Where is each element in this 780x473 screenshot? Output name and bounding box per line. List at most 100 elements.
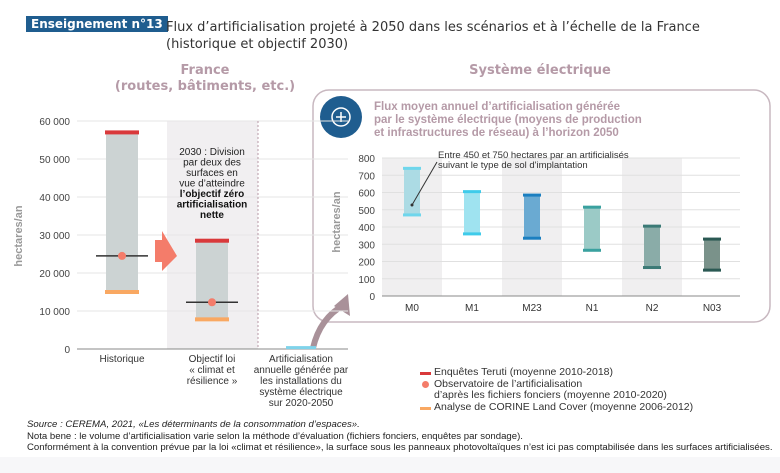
y-tick-label: 0 (369, 292, 375, 303)
legend-item-observatoire-cont: d’après les fichiers fonciers (moyenne 2… (420, 389, 693, 402)
x-tick-label: système électrique (259, 387, 343, 398)
range-cap-high (703, 237, 721, 241)
range-cap-low (703, 268, 721, 272)
figure-badge: Enseignement n°13 (26, 16, 168, 32)
convention-note: Conformément à la convention prévue par … (27, 442, 773, 453)
annotation-text: Entre 450 et 750 hectares par an artific… (438, 150, 629, 161)
annotation-pointer (411, 161, 438, 206)
plus-circle-icon (320, 96, 362, 138)
title-line: (historique et objectif 2030) (166, 37, 349, 52)
legend-label: Observatoire de l’artificialisation (434, 377, 583, 390)
annotation-dot (410, 203, 414, 207)
legend-label: Analyse de CORINE Land Cover (moyenne 20… (434, 400, 694, 413)
observatoire-dot (118, 251, 126, 260)
range-bar (196, 240, 228, 320)
y-axis-label: hectares/an (331, 191, 343, 252)
x-tick-label: M23 (522, 303, 542, 314)
x-tick-label: Historique (99, 354, 144, 365)
legend: Enquêtes Teruti (moyenne 2010-2018) Obse… (420, 366, 694, 414)
source-note: Source : CEREMA, 2021, «Les déterminants… (27, 419, 360, 430)
range-cap-high (643, 224, 661, 228)
y-tick-label: 500 (358, 206, 375, 217)
panel-title-line: et infrastructures de réseau) à l’horizo… (374, 127, 619, 139)
x-tick-label: M0 (405, 303, 419, 314)
y-tick-label: 100 (358, 275, 375, 286)
annotation-text: par deux des (183, 158, 241, 169)
x-tick-label: Artificialisation (269, 354, 333, 365)
range-bar (106, 132, 138, 292)
annotation-text: surfaces en (186, 168, 238, 179)
x-tick-label: sur 2020-2050 (269, 398, 334, 409)
legend-line-light-orange (420, 406, 431, 410)
x-tick-label: N2 (646, 303, 659, 314)
x-tick-label: N1 (586, 303, 599, 314)
range-cap-low (463, 232, 481, 236)
panel-title-line: par le système électrique (moyens de pro… (374, 114, 642, 126)
x-tick-label: annuelle générée par (254, 365, 349, 376)
footer: Source : CEREMA, 2021, «Les déterminants… (27, 419, 773, 454)
y-tick-label: 50 000 (39, 155, 70, 166)
y-axis-label: hectares/an (13, 205, 25, 266)
x-tick-label: résilience » (187, 376, 238, 387)
teruti-cap (105, 130, 139, 135)
panel-title: Flux moyen annuel d’artificialisation gé… (374, 101, 642, 139)
y-tick-label: 30 000 (39, 231, 70, 242)
teruti-cap (195, 238, 229, 243)
right-arrow-icon (155, 231, 177, 271)
section-title: France (180, 63, 230, 78)
nota-bene: Nota bene : le volume d’artificialisatio… (27, 430, 523, 442)
range-cap-low (583, 248, 601, 252)
legend-item-corine: Analyse de CORINE Land Cover (moyenne 20… (420, 400, 694, 414)
title-line: Flux d’artificialisation projeté à 2050 … (166, 20, 700, 35)
corine-cap (105, 290, 139, 294)
annotation-text: suivant le type de sol d'implantation (438, 160, 588, 171)
range-bar (644, 226, 660, 268)
legend-dot-orange (422, 380, 429, 388)
range-cap-low (643, 266, 661, 270)
range-cap-high (403, 166, 421, 170)
annotation-text-bold: nette (200, 210, 224, 221)
range-bar (704, 239, 720, 271)
legend-label: d’après les fichiers fonciers (moyenne 2… (434, 389, 667, 401)
range-cap-high (463, 190, 481, 194)
y-tick-label: 300 (358, 240, 375, 251)
panel-title-line: Flux moyen annuel d’artificialisation gé… (374, 101, 620, 113)
annotation-text-bold: artificialisation (177, 200, 248, 211)
section-electric: Système électrique (469, 63, 611, 78)
y-tick-label: 200 (358, 258, 375, 269)
annotation-text-bold: l’objectif zéro (180, 189, 244, 200)
y-tick-label: 10 000 (39, 307, 70, 318)
x-tick-label: Objectif loi (189, 354, 236, 365)
y-tick-label: 0 (64, 345, 70, 356)
section-france: France (routes, bâtiments, etc.) (95, 63, 315, 95)
electric-bar (286, 346, 316, 350)
range-cap-low (403, 213, 421, 217)
range-bar (404, 168, 420, 215)
y-tick-label: 600 (358, 189, 375, 200)
y-tick-label: 40 000 (39, 193, 70, 204)
range-cap-high (583, 205, 601, 209)
annotation-text: 2030 : Division (179, 147, 245, 158)
x-tick-label: M1 (465, 303, 479, 314)
annotation-text: vue d’atteindre (179, 179, 245, 190)
legend-label: Enquêtes Teruti (moyenne 2010-2018) (434, 366, 614, 378)
y-tick-label: 700 (358, 171, 375, 182)
observatoire-dot (208, 298, 216, 307)
figure-title: Flux d’artificialisation projeté à 2050 … (166, 19, 700, 53)
range-cap-high (523, 193, 541, 197)
y-tick-label: 800 (358, 154, 375, 165)
legend-item-observatoire: Observatoire de l’artificialisation (420, 377, 693, 391)
range-bar (464, 191, 480, 234)
corine-cap (195, 317, 229, 322)
x-tick-label: les installations du (260, 376, 342, 387)
y-tick-label: 20 000 (39, 269, 70, 280)
x-tick-label: « climat et (189, 365, 235, 376)
legend-item-teruti: Enquêtes Teruti (moyenne 2010-2018) (420, 366, 693, 379)
range-cap-low (523, 236, 541, 240)
range-bar (584, 207, 600, 251)
section-subtitle: (routes, bâtiments, etc.) (114, 79, 296, 94)
range-bar (524, 195, 540, 239)
bottom-strip (0, 457, 780, 473)
y-tick-label: 400 (358, 223, 375, 234)
